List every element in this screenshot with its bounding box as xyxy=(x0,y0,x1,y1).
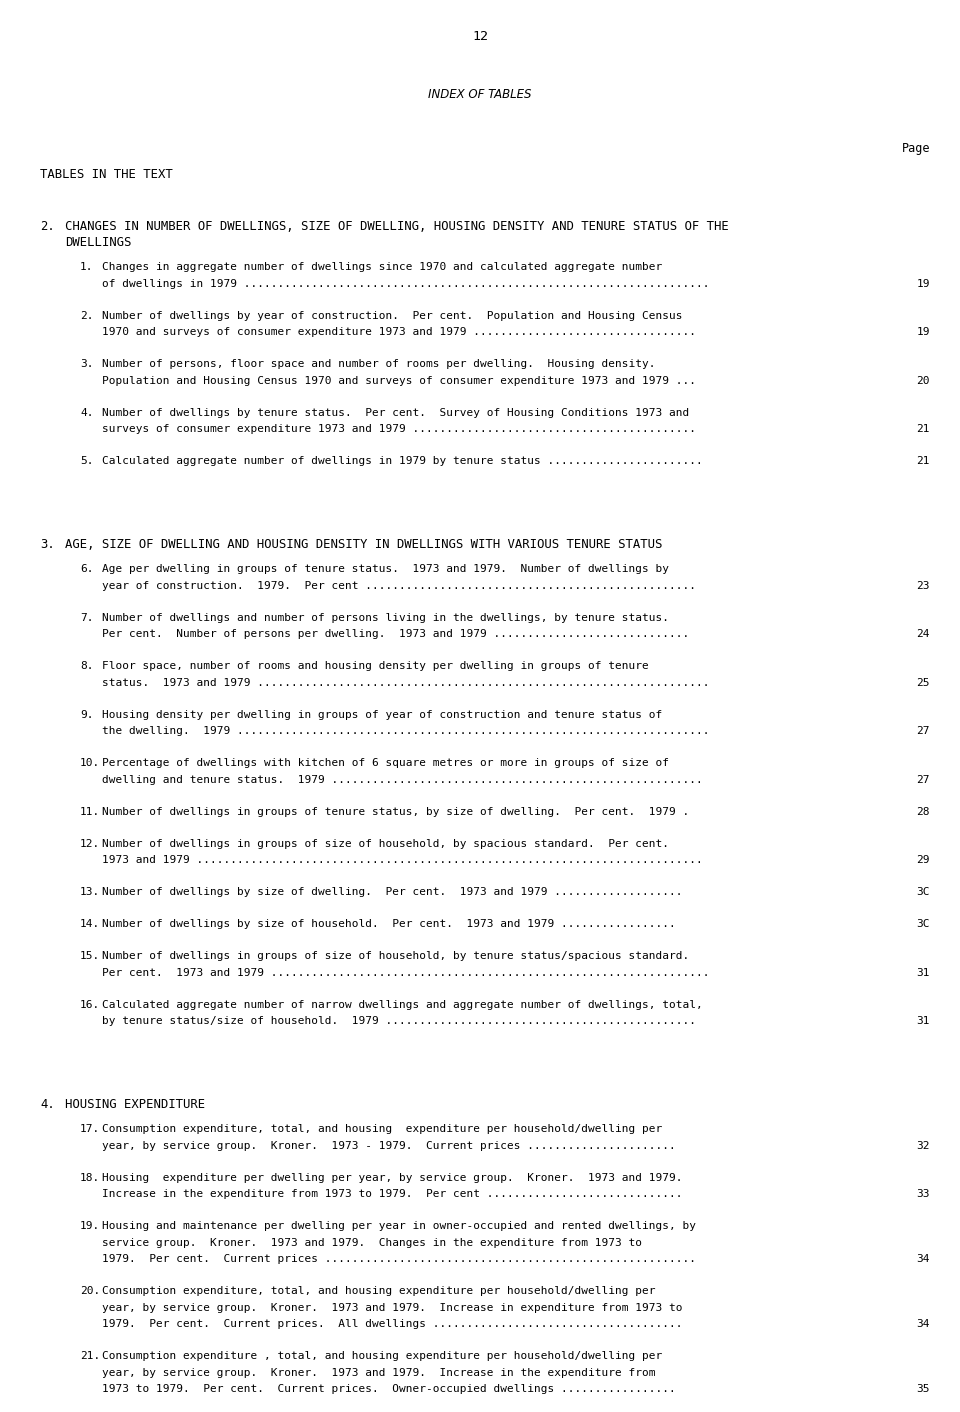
Text: 1970 and surveys of consumer expenditure 1973 and 1979 .........................: 1970 and surveys of consumer expenditure… xyxy=(102,328,696,337)
Text: TABLES IN THE TEXT: TABLES IN THE TEXT xyxy=(40,168,173,181)
Text: dwelling and tenure status.  1979 ..............................................: dwelling and tenure status. 1979 .......… xyxy=(102,775,703,785)
Text: year of construction.  1979.  Per cent .........................................: year of construction. 1979. Per cent ...… xyxy=(102,580,696,592)
Text: Number of dwellings by tenure status.  Per cent.  Survey of Housing Conditions 1: Number of dwellings by tenure status. Pe… xyxy=(102,408,689,418)
Text: 21: 21 xyxy=(917,425,930,435)
Text: 1973 and 1979 ..................................................................: 1973 and 1979 ..........................… xyxy=(102,856,703,866)
Text: 9.: 9. xyxy=(80,710,93,720)
Text: Consumption expenditure, total, and housing  expenditure per household/dwelling : Consumption expenditure, total, and hous… xyxy=(102,1124,662,1134)
Text: Floor space, number of rooms and housing density per dwelling in groups of tenur: Floor space, number of rooms and housing… xyxy=(102,661,649,672)
Text: 1.: 1. xyxy=(80,263,93,273)
Text: 5.: 5. xyxy=(80,456,93,466)
Text: Number of dwellings in groups of size of household, by tenure status/spacious st: Number of dwellings in groups of size of… xyxy=(102,952,689,962)
Text: service group.  Kroner.  1973 and 1979.  Changes in the expenditure from 1973 to: service group. Kroner. 1973 and 1979. Ch… xyxy=(102,1238,642,1248)
Text: 19: 19 xyxy=(917,328,930,337)
Text: 17.: 17. xyxy=(80,1124,100,1134)
Text: 18.: 18. xyxy=(80,1173,100,1183)
Text: Number of dwellings in groups of size of household, by spacious standard.  Per c: Number of dwellings in groups of size of… xyxy=(102,839,669,849)
Text: year, by service group.  Kroner.  1973 and 1979.  Increase in the expenditure fr: year, by service group. Kroner. 1973 and… xyxy=(102,1368,656,1378)
Text: 3C: 3C xyxy=(917,919,930,929)
Text: Number of dwellings by size of dwelling.  Per cent.  1973 and 1979 .............: Number of dwellings by size of dwelling.… xyxy=(102,888,683,898)
Text: 19.: 19. xyxy=(80,1221,100,1231)
Text: 3.: 3. xyxy=(40,538,55,552)
Text: CHANGES IN NUMBER OF DWELLINGS, SIZE OF DWELLING, HOUSING DENSITY AND TENURE STA: CHANGES IN NUMBER OF DWELLINGS, SIZE OF … xyxy=(65,220,729,233)
Text: Number of dwellings by year of construction.  Per cent.  Population and Housing : Number of dwellings by year of construct… xyxy=(102,311,683,321)
Text: Calculated aggregate number of narrow dwellings and aggregate number of dwelling: Calculated aggregate number of narrow dw… xyxy=(102,1000,703,1010)
Text: 1979.  Per cent.  Current prices ...............................................: 1979. Per cent. Current prices .........… xyxy=(102,1254,696,1265)
Text: 27: 27 xyxy=(917,727,930,737)
Text: Population and Housing Census 1970 and surveys of consumer expenditure 1973 and : Population and Housing Census 1970 and s… xyxy=(102,376,696,385)
Text: Number of dwellings in groups of tenure status, by size of dwelling.  Per cent. : Number of dwellings in groups of tenure … xyxy=(102,808,689,818)
Text: year, by service group.  Kroner.  1973 - 1979.  Current prices .................: year, by service group. Kroner. 1973 - 1… xyxy=(102,1141,676,1151)
Text: the dwelling.  1979 ............................................................: the dwelling. 1979 .....................… xyxy=(102,727,709,737)
Text: 8.: 8. xyxy=(80,661,93,672)
Text: 35: 35 xyxy=(917,1385,930,1395)
Text: 34: 34 xyxy=(917,1254,930,1265)
Text: 12: 12 xyxy=(472,30,488,42)
Text: 11.: 11. xyxy=(80,808,100,818)
Text: 6.: 6. xyxy=(80,565,93,575)
Text: 20.: 20. xyxy=(80,1286,100,1296)
Text: 7.: 7. xyxy=(80,613,93,623)
Text: 16.: 16. xyxy=(80,1000,100,1010)
Text: 25: 25 xyxy=(917,678,930,688)
Text: Consumption expenditure, total, and housing expenditure per household/dwelling p: Consumption expenditure, total, and hous… xyxy=(102,1286,656,1296)
Text: 12.: 12. xyxy=(80,839,100,849)
Text: Per cent.  Number of persons per dwelling.  1973 and 1979 ......................: Per cent. Number of persons per dwelling… xyxy=(102,630,689,640)
Text: 2.: 2. xyxy=(80,311,93,321)
Text: of dwellings in 1979 ...........................................................: of dwellings in 1979 ...................… xyxy=(102,280,709,289)
Text: 10.: 10. xyxy=(80,758,100,768)
Text: 15.: 15. xyxy=(80,952,100,962)
Text: year, by service group.  Kroner.  1973 and 1979.  Increase in expenditure from 1: year, by service group. Kroner. 1973 and… xyxy=(102,1303,683,1313)
Text: Page: Page xyxy=(901,143,930,155)
Text: Consumption expenditure , total, and housing expenditure per household/dwelling : Consumption expenditure , total, and hou… xyxy=(102,1351,662,1361)
Text: Housing and maintenance per dwelling per year in owner-occupied and rented dwell: Housing and maintenance per dwelling per… xyxy=(102,1221,696,1231)
Text: Housing  expenditure per dwelling per year, by service group.  Kroner.  1973 and: Housing expenditure per dwelling per yea… xyxy=(102,1173,683,1183)
Text: Increase in the expenditure from 1973 to 1979.  Per cent .......................: Increase in the expenditure from 1973 to… xyxy=(102,1189,683,1200)
Text: 34: 34 xyxy=(917,1319,930,1330)
Text: status.  1973 and 1979 .........................................................: status. 1973 and 1979 ..................… xyxy=(102,678,709,688)
Text: Calculated aggregate number of dwellings in 1979 by tenure status ..............: Calculated aggregate number of dwellings… xyxy=(102,456,703,466)
Text: 28: 28 xyxy=(917,808,930,818)
Text: 4.: 4. xyxy=(40,1099,55,1111)
Text: surveys of consumer expenditure 1973 and 1979 ..................................: surveys of consumer expenditure 1973 and… xyxy=(102,425,696,435)
Text: 1973 to 1979.  Per cent.  Current prices.  Owner-occupied dwellings ............: 1973 to 1979. Per cent. Current prices. … xyxy=(102,1385,676,1395)
Text: AGE, SIZE OF DWELLING AND HOUSING DENSITY IN DWELLINGS WITH VARIOUS TENURE STATU: AGE, SIZE OF DWELLING AND HOUSING DENSIT… xyxy=(65,538,662,552)
Text: 21: 21 xyxy=(917,456,930,466)
Text: HOUSING EXPENDITURE: HOUSING EXPENDITURE xyxy=(65,1099,205,1111)
Text: 21.: 21. xyxy=(80,1351,100,1361)
Text: 31: 31 xyxy=(917,969,930,979)
Text: 23: 23 xyxy=(917,580,930,592)
Text: 3C: 3C xyxy=(917,888,930,898)
Text: 31: 31 xyxy=(917,1017,930,1027)
Text: Housing density per dwelling in groups of year of construction and tenure status: Housing density per dwelling in groups o… xyxy=(102,710,662,720)
Text: 4.: 4. xyxy=(80,408,93,418)
Text: DWELLINGS: DWELLINGS xyxy=(65,236,132,250)
Text: Number of persons, floor space and number of rooms per dwelling.  Housing densit: Number of persons, floor space and numbe… xyxy=(102,360,656,370)
Text: 24: 24 xyxy=(917,630,930,640)
Text: 19: 19 xyxy=(917,280,930,289)
Text: by tenure status/size of household.  1979 ......................................: by tenure status/size of household. 1979… xyxy=(102,1017,696,1027)
Text: 13.: 13. xyxy=(80,888,100,898)
Text: Number of dwellings by size of household.  Per cent.  1973 and 1979 ............: Number of dwellings by size of household… xyxy=(102,919,676,929)
Text: 32: 32 xyxy=(917,1141,930,1151)
Text: Number of dwellings and number of persons living in the dwellings, by tenure sta: Number of dwellings and number of person… xyxy=(102,613,669,623)
Text: 2.: 2. xyxy=(40,220,55,233)
Text: 14.: 14. xyxy=(80,919,100,929)
Text: 29: 29 xyxy=(917,856,930,866)
Text: Age per dwelling in groups of tenure status.  1973 and 1979.  Number of dwelling: Age per dwelling in groups of tenure sta… xyxy=(102,565,669,575)
Text: Percentage of dwellings with kitchen of 6 square metres or more in groups of siz: Percentage of dwellings with kitchen of … xyxy=(102,758,669,768)
Text: Per cent.  1973 and 1979 .......................................................: Per cent. 1973 and 1979 ................… xyxy=(102,969,709,979)
Text: 27: 27 xyxy=(917,775,930,785)
Text: Changes in aggregate number of dwellings since 1970 and calculated aggregate num: Changes in aggregate number of dwellings… xyxy=(102,263,662,273)
Text: 20: 20 xyxy=(917,376,930,385)
Text: 33: 33 xyxy=(917,1189,930,1200)
Text: 3.: 3. xyxy=(80,360,93,370)
Text: INDEX OF TABLES: INDEX OF TABLES xyxy=(428,88,532,102)
Text: 1979.  Per cent.  Current prices.  All dwellings ...............................: 1979. Per cent. Current prices. All dwel… xyxy=(102,1319,683,1330)
